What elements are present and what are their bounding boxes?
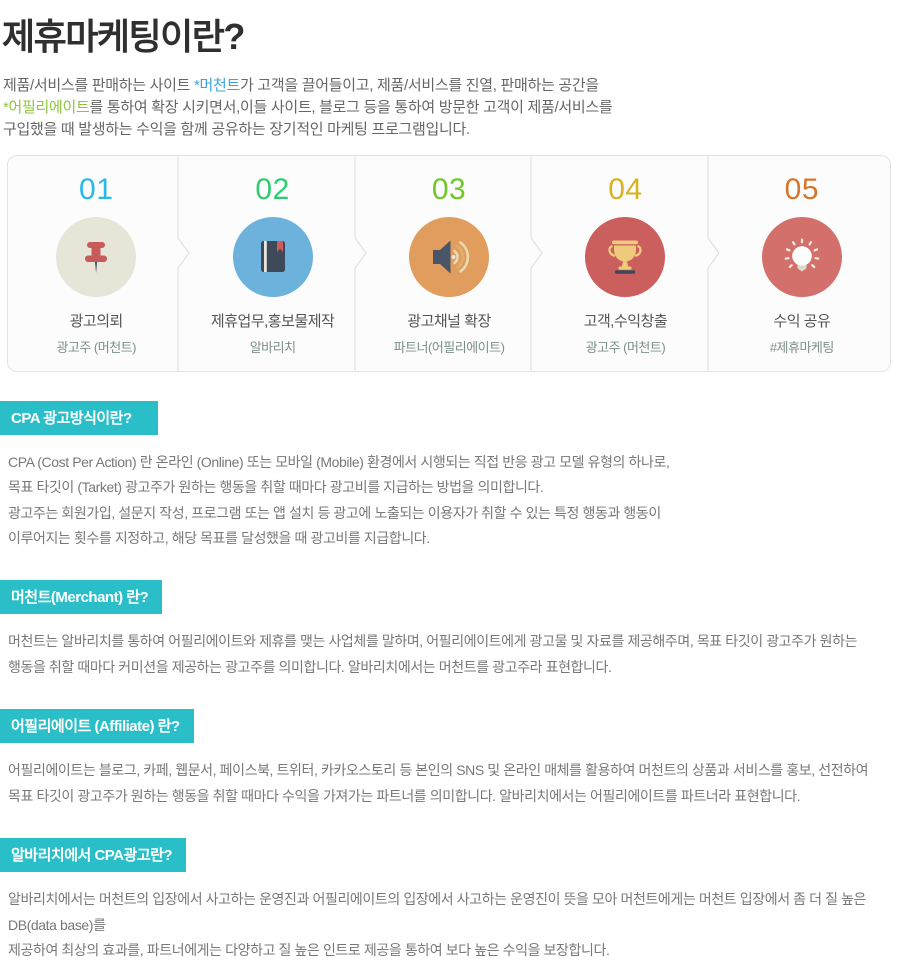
step-subtitle: 광고주 (머천트): [585, 339, 666, 355]
step-icon-circle: [232, 216, 313, 297]
step-3-channel-expansion: 03 광고채널 확장 파트너(어필리에이트): [361, 156, 537, 371]
step-title: 제휴업무,홍보물제작: [210, 312, 335, 330]
section-merchant: 머천트(Merchant) 란? 머천트는 알바리치를 통하여 어필리에이트와 …: [0, 580, 898, 680]
merchant-term: *머천트: [193, 77, 241, 94]
step-title: 광고채널 확장: [407, 312, 491, 330]
section-heading: 머천트(Merchant) 란?: [0, 580, 163, 615]
intro-paragraph: 제품/서비스를 판매하는 사이트 *머천트가 고객을 끌어들이고, 제품/서비스…: [3, 75, 898, 142]
step-icon-circle: [761, 216, 842, 297]
page-title: 제휴마케팅이란?: [2, 16, 245, 57]
step-1-advert-request: 01 광고의뢰 광고주 (머천트): [8, 156, 184, 371]
lightbulb-icon: [784, 238, 820, 272]
body-line: 행동을 취할 때마다 커미션을 제공하는 광고주를 의미합니다. 알바리치에서는…: [8, 658, 612, 675]
section-cpa: CPA 광고방식이란? CPA (Cost Per Action) 란 온라인 …: [0, 400, 898, 552]
body-line: 광고주는 회원가입, 설문지 작성, 프로그램 또는 앱 설치 등 광고에 노출…: [8, 504, 661, 521]
intro-line3: 구입했을 때 발생하는 수익을 함께 공유하는 장기적인 마케팅 프로그램입니다…: [3, 121, 470, 139]
step-number: 03: [431, 172, 467, 206]
section-body: 알바리치에서는 머천트의 입장에서 사고하는 운영진과 어필리에이트의 입장에서…: [8, 887, 898, 963]
section-heading: CPA 광고방식이란?: [0, 400, 158, 435]
body-line: 알바리치에서는 머천트의 입장에서 사고하는 운영진과 어필리에이트의 입장에서…: [8, 891, 867, 933]
step-subtitle: 알바리치: [249, 339, 296, 355]
section-body: 어필리에이트는 블로그, 카페, 웹문서, 페이스북, 트위터, 카카오스토리 …: [8, 758, 898, 809]
body-line: 어필리에이트는 블로그, 카페, 웹문서, 페이스북, 트위터, 카카오스토리 …: [8, 762, 869, 779]
step-title: 광고의뢰: [69, 312, 124, 330]
step-subtitle: 파트너(어필리에이트): [393, 339, 505, 355]
step-icon-circle: [585, 216, 666, 297]
step-icon-circle: [56, 216, 137, 297]
step-number: 02: [255, 172, 290, 206]
speaker-icon: [433, 240, 470, 274]
affiliate-term: *어필리에이트: [3, 99, 90, 117]
trophy-icon: [608, 240, 643, 274]
body-line: 머천트는 알바리치를 통하여 어필리에이트와 제휴를 맺는 사업체를 말하며, …: [8, 633, 858, 650]
step-number: 04: [608, 172, 643, 206]
step-subtitle: #제휴마케팅: [769, 339, 835, 355]
step-4-revenue-creation: 04 고객,수익창출 광고주 (머천트): [537, 156, 713, 371]
step-subtitle: 광고주 (머천트): [56, 339, 136, 355]
book-icon: [260, 240, 285, 272]
intro-line2-post: 를 통하여 확장 시키면서,이들 사이트, 블로그 등을 통하여 방문한 고객이…: [89, 99, 613, 117]
body-line: 목표 타깃이 (Tarket) 광고주가 원하는 행동을 취할 때마다 광고비를…: [8, 479, 544, 496]
intro-line1-pre: 제품/서비스를 판매하는 사이트: [3, 77, 194, 94]
section-heading: 알바리치에서 CPA광고란?: [0, 838, 187, 873]
section-affiliate: 어필리에이트 (Affiliate) 란? 어필리에이트는 블로그, 카페, 웹…: [0, 709, 898, 809]
body-line: CPA (Cost Per Action) 란 온라인 (Online) 또는 …: [8, 453, 670, 470]
step-icon-circle: [409, 216, 490, 297]
step-number: 01: [79, 172, 114, 206]
section-body: 머천트는 알바리치를 통하여 어필리에이트와 제휴를 맺는 사업체를 말하며, …: [8, 629, 898, 680]
pushpin-icon: [85, 241, 108, 273]
section-body: CPA (Cost Per Action) 란 온라인 (Online) 또는 …: [8, 450, 898, 552]
section-albarich-cpa: 알바리치에서 CPA광고란? 알바리치에서는 머천트의 입장에서 사고하는 운영…: [0, 838, 898, 963]
step-title: 수익 공유: [773, 312, 831, 330]
body-line: 이루어지는 횟수를 지정하고, 해당 목표를 달성했을 때 광고비를 지급합니다…: [8, 529, 430, 546]
step-2-partnership: 02 제휴업무,홍보물제작 알바리치: [184, 156, 360, 371]
step-number: 05: [784, 172, 820, 206]
body-line: 목표 타깃이 광고주가 원하는 행동을 취할 때마다 수익을 가져가는 파트너를…: [8, 787, 801, 804]
step-title: 고객,수익창출: [583, 312, 668, 330]
body-line: 제공하여 최상의 효과를, 파트너에게는 다양하고 질 높은 인트로 제공을 통…: [8, 942, 610, 959]
intro-line1-post: 가 고객을 끌어들이고, 제품/서비스를 진열, 판매하는 공간을: [240, 77, 599, 94]
process-panel: 01 광고의뢰 광고주 (머천트) 02: [7, 154, 891, 372]
step-5-revenue-share: 05: [714, 156, 890, 371]
section-heading: 어필리에이트 (Affiliate) 란?: [0, 709, 194, 744]
